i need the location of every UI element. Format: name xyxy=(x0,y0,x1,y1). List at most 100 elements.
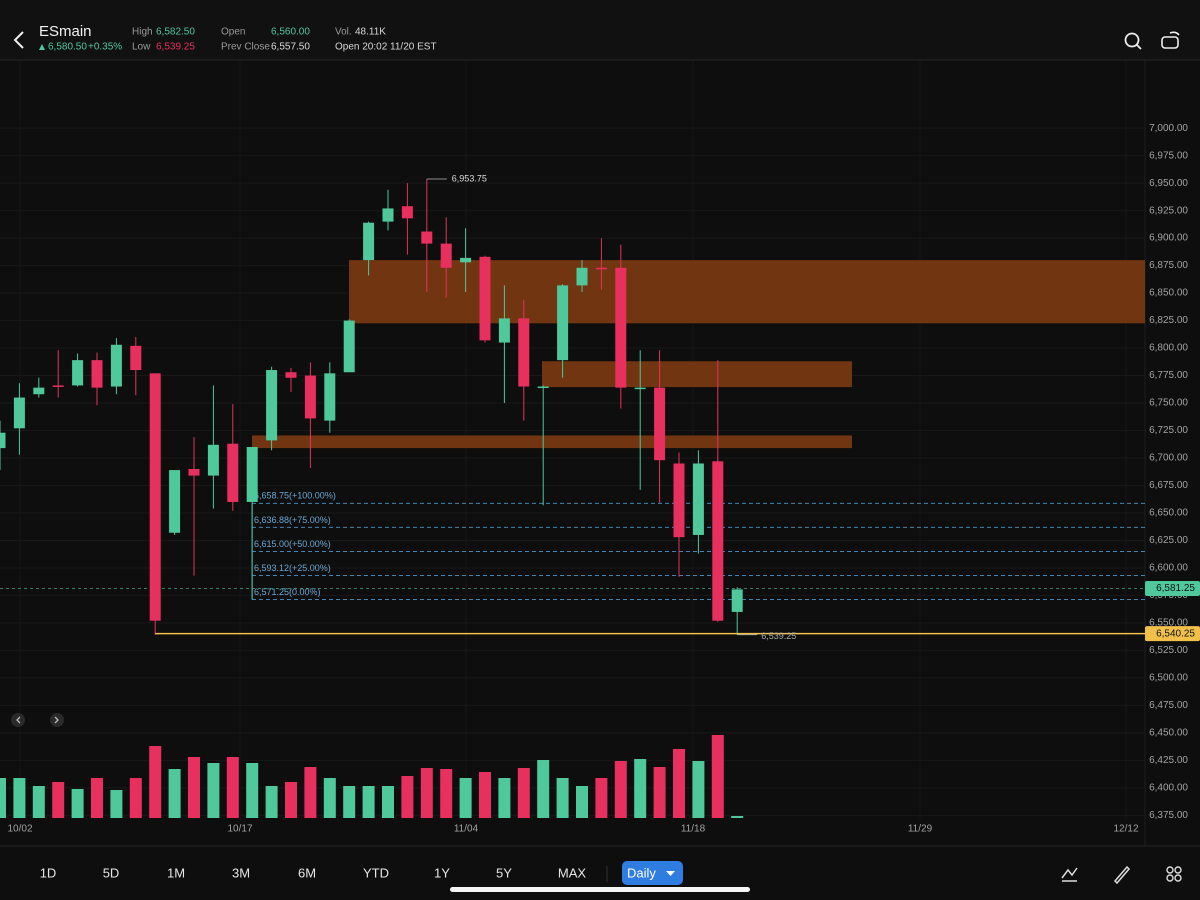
volume-bar xyxy=(479,772,491,818)
candle-body xyxy=(615,267,627,388)
candle-body xyxy=(576,267,588,286)
stat-label: High xyxy=(132,27,153,38)
candle-body xyxy=(52,385,64,387)
stat-label: Prev Close xyxy=(221,42,270,53)
volume-bar xyxy=(323,778,336,818)
back-button[interactable] xyxy=(13,31,24,49)
y-tick-label: 6,600.00 xyxy=(1149,563,1188,574)
y-tick-label: 6,400.00 xyxy=(1149,782,1188,793)
candle-body xyxy=(130,345,142,371)
range-button[interactable]: 1M xyxy=(167,865,185,880)
volume-bar xyxy=(52,782,65,818)
volume-bar xyxy=(382,786,394,818)
scroll-left[interactable] xyxy=(11,713,25,727)
x-tick-label: 10/17 xyxy=(227,824,252,835)
candle-body xyxy=(498,318,510,343)
volume-bar xyxy=(673,749,685,818)
volume-bar xyxy=(556,778,569,818)
y-tick-label: 6,675.00 xyxy=(1149,480,1188,491)
range-button[interactable]: 6M xyxy=(298,865,316,880)
candle-body xyxy=(91,360,103,388)
fib-label: 6,636.88(+75.00%) xyxy=(254,515,331,525)
y-tick-label: 6,825.00 xyxy=(1149,315,1188,326)
volume-bar xyxy=(71,789,84,818)
volume-bar xyxy=(692,761,705,818)
y-tick-label: 6,850.00 xyxy=(1149,288,1188,299)
layout-button[interactable] xyxy=(1166,866,1182,882)
volume-bar xyxy=(91,778,103,818)
draw-button[interactable] xyxy=(1113,865,1131,885)
stat-value: 48.11K xyxy=(355,27,386,38)
candle-body xyxy=(537,386,549,389)
volume-bar xyxy=(634,759,647,818)
last-price: 6,580.50 xyxy=(48,42,87,53)
range-button[interactable]: 1Y xyxy=(434,865,450,880)
home-indicator xyxy=(450,887,750,892)
y-tick-label: 6,725.00 xyxy=(1149,425,1188,436)
volume-bar xyxy=(0,778,6,818)
fib-label: 6,593.12(+25.00%) xyxy=(254,563,331,573)
indicator-button[interactable] xyxy=(1061,867,1078,882)
range-button[interactable]: YTD xyxy=(363,865,389,880)
y-tick-label: 6,375.00 xyxy=(1149,810,1188,821)
candle-body xyxy=(479,256,491,341)
interval-pill[interactable] xyxy=(622,861,683,885)
volume-bar xyxy=(188,757,200,818)
volume-bar xyxy=(168,769,181,818)
scroll-right[interactable] xyxy=(50,713,64,727)
up-arrow xyxy=(39,44,45,50)
volume-bar xyxy=(517,768,530,818)
y-tick-label: 6,800.00 xyxy=(1149,343,1188,354)
header-bar xyxy=(0,0,1200,60)
candle-body xyxy=(33,387,45,395)
x-tick-label: 11/29 xyxy=(908,824,933,835)
candle-body xyxy=(13,397,25,429)
search-button[interactable] xyxy=(1124,32,1142,50)
rotate-button[interactable] xyxy=(1161,31,1180,49)
volume-bar xyxy=(226,757,239,818)
range-button[interactable]: 5D xyxy=(103,865,120,880)
range-button[interactable]: MAX xyxy=(558,865,587,880)
stat-value: 6,539.25 xyxy=(156,42,195,53)
volume-bar xyxy=(420,768,433,818)
volume-bar xyxy=(207,763,220,818)
change: +0.35% xyxy=(88,42,122,53)
candle-body xyxy=(343,320,355,373)
candle-body xyxy=(266,370,278,441)
candle-body xyxy=(421,231,433,244)
volume-bar xyxy=(401,776,414,818)
volume-bar xyxy=(149,746,162,818)
y-tick-label: 6,525.00 xyxy=(1149,645,1188,656)
candle-body xyxy=(72,360,84,386)
range-button[interactable]: 1D xyxy=(40,865,57,880)
volume-bar xyxy=(32,786,45,818)
candle-body xyxy=(188,468,200,476)
price-tag-label: 6,540.25 xyxy=(1156,628,1195,639)
candle-body xyxy=(324,373,336,421)
range-button[interactable]: 5Y xyxy=(496,865,512,880)
session: Open 20:02 11/20 EST xyxy=(335,42,437,53)
y-tick-label: 6,900.00 xyxy=(1149,233,1188,244)
candle-body xyxy=(110,344,122,387)
candle-body xyxy=(654,387,666,461)
stat-label: Open xyxy=(221,27,245,38)
y-tick-label: 7,000.00 xyxy=(1149,123,1188,134)
low-marker-label: 6,539.25 xyxy=(761,631,796,641)
y-tick-label: 6,950.00 xyxy=(1149,178,1188,189)
price-tag xyxy=(1145,626,1200,642)
range-button[interactable]: 3M xyxy=(232,865,250,880)
volume-bar xyxy=(459,778,472,818)
y-tick-label: 6,450.00 xyxy=(1149,727,1188,738)
fib-label: 6,571.25(0.00%) xyxy=(254,587,321,597)
toolbar: 1D 5D 1M 3M 6M YTD 1Y 5Y MAX Daily xyxy=(40,861,683,885)
y-tick-label: 6,500.00 xyxy=(1149,673,1188,684)
candle-body xyxy=(304,375,316,419)
y-tick-label: 6,625.00 xyxy=(1149,535,1188,546)
x-tick-label: 12/12 xyxy=(1113,824,1138,835)
candle-body xyxy=(460,257,472,263)
volume-bar xyxy=(304,767,317,818)
candle-body xyxy=(712,461,724,621)
stat-label: Low xyxy=(132,42,151,53)
volume-bar xyxy=(537,760,550,818)
